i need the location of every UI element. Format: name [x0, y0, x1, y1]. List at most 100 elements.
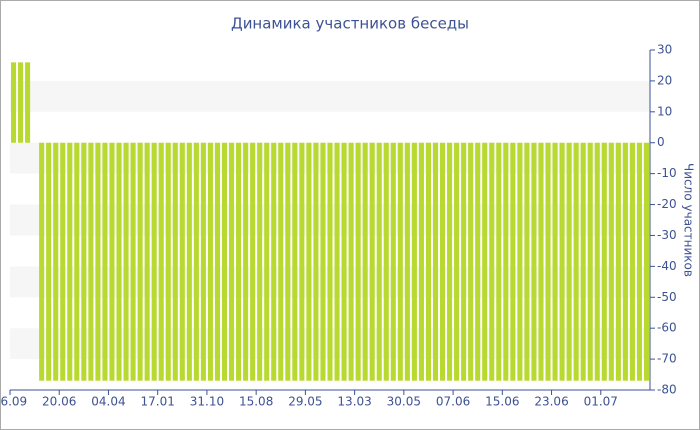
- bar: [292, 142, 298, 381]
- bar: [179, 142, 185, 381]
- y-tick-label: -30: [657, 228, 677, 242]
- x-tick-label: 15.08: [239, 395, 273, 409]
- bar: [313, 142, 319, 381]
- bar: [468, 142, 474, 381]
- bar: [432, 142, 439, 381]
- y-tick-label: -70: [657, 352, 677, 366]
- bar: [39, 142, 45, 381]
- bar: [636, 142, 642, 381]
- x-tick-label: 13.03: [337, 395, 371, 409]
- bar: [643, 142, 650, 381]
- bar: [10, 62, 17, 143]
- bar: [531, 142, 537, 381]
- bar: [482, 142, 488, 381]
- bar: [390, 142, 396, 381]
- y-tick-label: 30: [657, 43, 672, 57]
- bar: [397, 142, 403, 381]
- bar: [186, 142, 192, 381]
- bar: [461, 142, 467, 381]
- bar: [355, 142, 361, 381]
- x-tick-label: 06.09: [0, 395, 27, 409]
- bar: [320, 142, 326, 381]
- bar: [608, 142, 614, 381]
- bar: [229, 142, 235, 381]
- bar: [362, 142, 368, 381]
- bar: [165, 142, 171, 381]
- bar: [116, 142, 122, 381]
- bar: [454, 142, 460, 381]
- x-tick-label: 04.04: [91, 395, 125, 409]
- y-tick-label: -40: [657, 259, 677, 273]
- x-tick-label: 30.05: [387, 395, 421, 409]
- bar: [622, 142, 628, 381]
- bar: [587, 142, 593, 381]
- bar: [144, 142, 150, 381]
- bar: [18, 62, 24, 143]
- bar: [439, 142, 446, 381]
- bar: [123, 142, 129, 381]
- bar: [496, 142, 502, 381]
- bar: [524, 142, 530, 381]
- x-tick-label: 07.06: [436, 395, 470, 409]
- bar: [601, 142, 607, 381]
- x-tick-label: 31.10: [190, 395, 224, 409]
- bar: [60, 142, 66, 381]
- bar: [545, 142, 551, 381]
- y-tick-label: 10: [657, 104, 672, 118]
- bar: [615, 142, 621, 381]
- bar: [517, 142, 523, 381]
- x-tick-label: 15.06: [485, 395, 519, 409]
- bar: [221, 142, 228, 381]
- bar: [271, 142, 277, 381]
- bar: [95, 142, 101, 381]
- bar: [109, 142, 115, 381]
- bar: [25, 62, 31, 143]
- bar: [552, 142, 558, 381]
- bar: [67, 142, 73, 381]
- bar: [418, 142, 424, 381]
- bar: [200, 142, 206, 381]
- y-tick-label: 20: [657, 73, 672, 87]
- bar: [236, 142, 242, 381]
- bar: [489, 142, 495, 381]
- x-tick-label: 29.05: [288, 395, 322, 409]
- y-tick-label: -20: [657, 197, 677, 211]
- bar: [447, 142, 453, 381]
- bar: [629, 142, 635, 381]
- bar: [404, 142, 410, 381]
- bar: [503, 142, 509, 381]
- x-tick-label: 20.06: [42, 395, 76, 409]
- bar: [299, 142, 305, 381]
- y-tick-label: -10: [657, 166, 677, 180]
- bar: [411, 142, 417, 381]
- y-tick-label: 0: [657, 135, 665, 149]
- bar: [285, 142, 291, 381]
- bar: [158, 142, 164, 381]
- bar: [566, 142, 572, 381]
- bar: [172, 142, 178, 381]
- bar: [594, 142, 600, 381]
- y-tick-label: -60: [657, 321, 677, 335]
- y-tick-label: -50: [657, 290, 677, 304]
- bar: [278, 142, 284, 381]
- bar: [580, 142, 586, 381]
- grid-stripe: [10, 80, 650, 112]
- bar: [137, 142, 143, 381]
- bar: [559, 142, 565, 381]
- bar: [538, 142, 544, 381]
- bar: [475, 142, 481, 381]
- bar: [243, 142, 249, 381]
- bar: [376, 142, 382, 381]
- chart-title: Динамика участников беседы: [231, 15, 469, 33]
- bar: [88, 142, 94, 381]
- bar: [327, 142, 333, 381]
- bar: [250, 142, 256, 381]
- bar: [46, 142, 52, 381]
- bar: [510, 142, 516, 381]
- bar: [573, 142, 579, 381]
- bar: [257, 142, 263, 381]
- x-tick-label: 17.01: [141, 395, 175, 409]
- bar: [383, 142, 389, 381]
- bar: [425, 142, 431, 381]
- x-tick-label: 01.07: [584, 395, 618, 409]
